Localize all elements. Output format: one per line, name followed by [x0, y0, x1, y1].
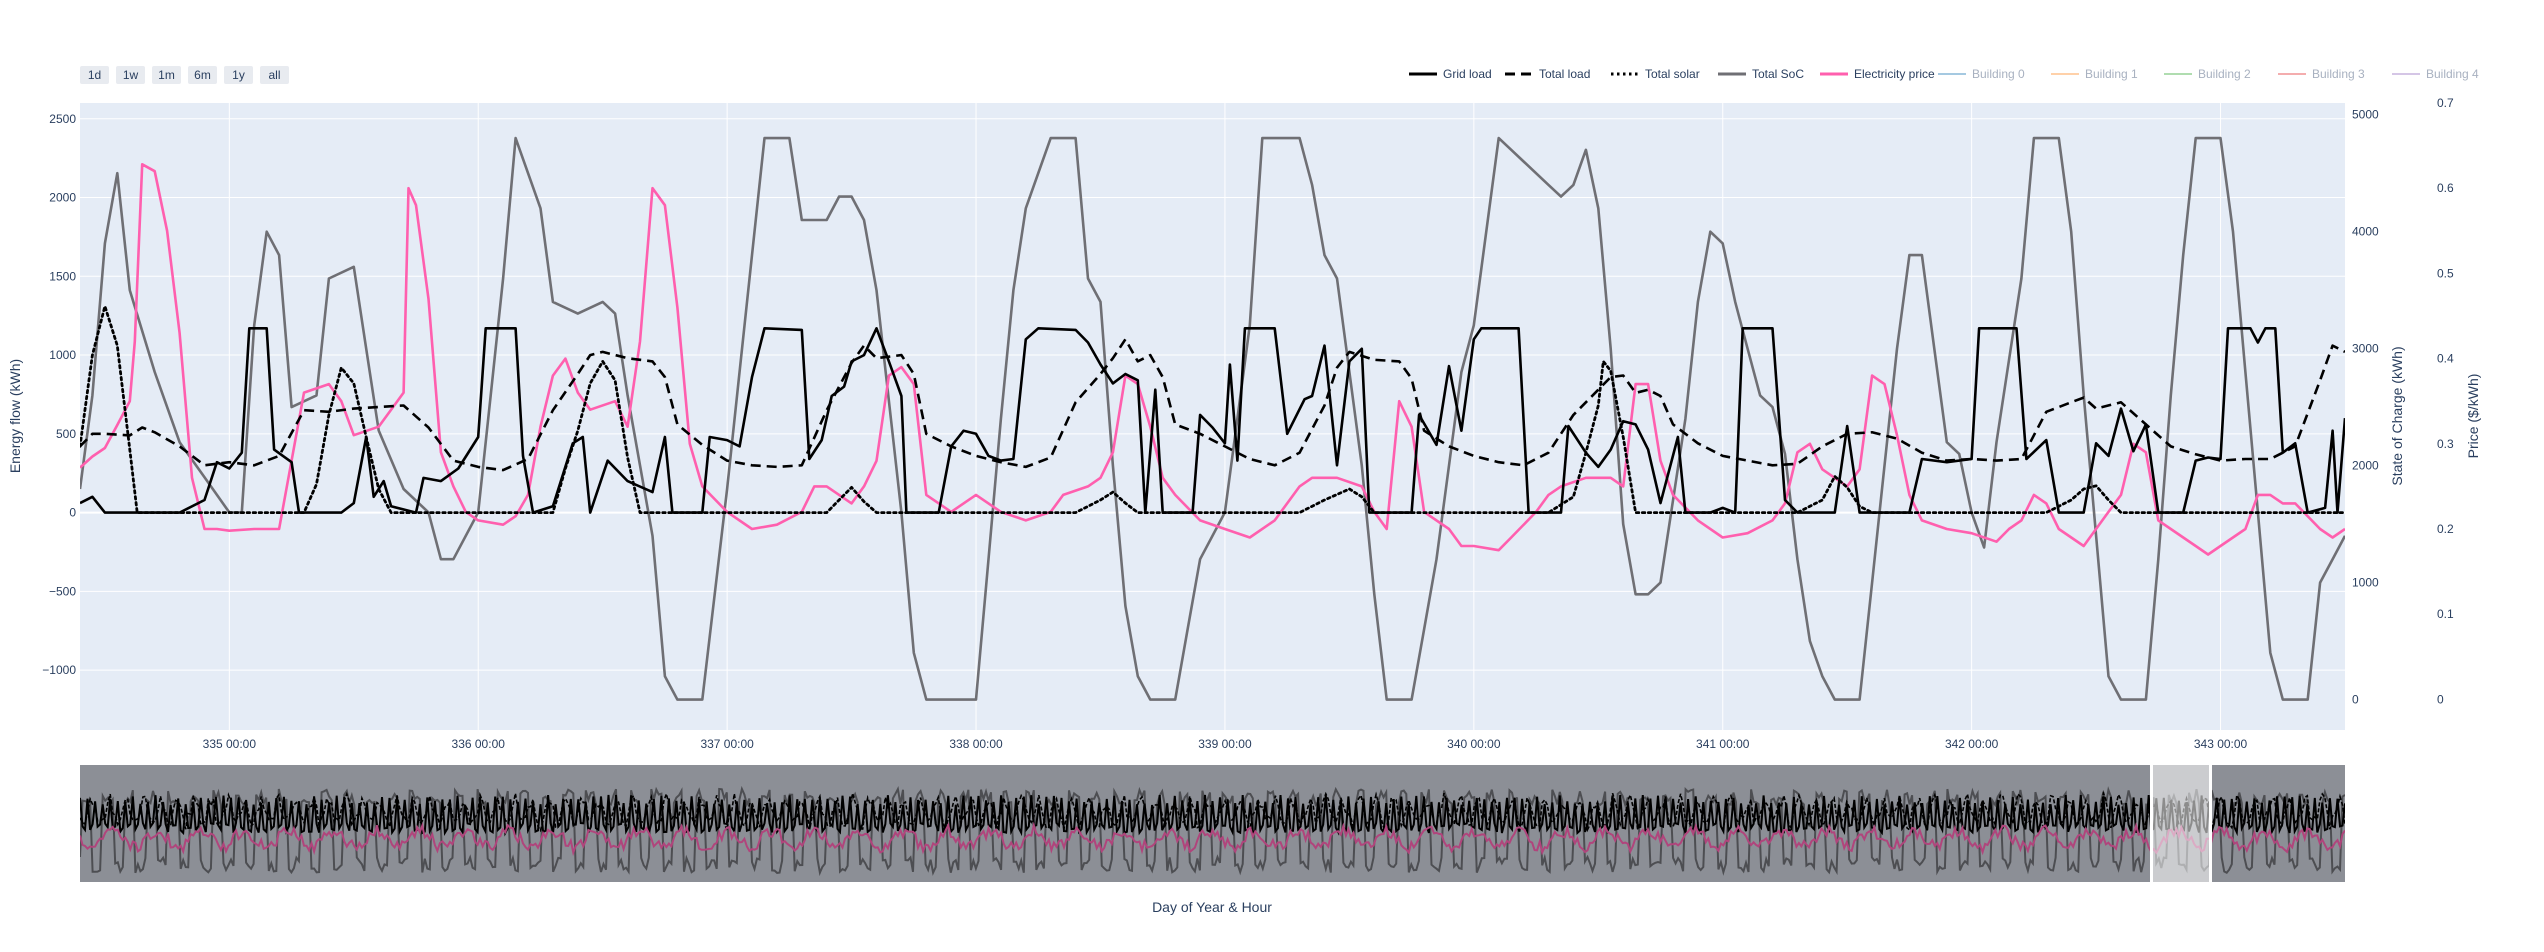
legend-label: Total SoC	[1752, 67, 1804, 81]
series-line-total-solar	[80, 304, 2345, 514]
x-tick-label: 335 00:00	[203, 737, 257, 751]
right-axis-price-ticks: 0.7 0.6 0.5 0.4 0.3 0.2 0.1 0	[2437, 96, 2454, 706]
y-left-tick-label: 2000	[49, 191, 76, 205]
y-right-soc-tick-label: 2000	[2352, 459, 2379, 473]
y-left-tick-label: −500	[49, 584, 76, 598]
legend-item-total-soc[interactable]: Total SoC	[1718, 67, 1804, 81]
x-tick-label: 341 00:00	[1696, 737, 1750, 751]
legend-item-building-0[interactable]: Building 0	[1938, 67, 2025, 81]
legend-item-grid-load[interactable]: Grid load	[1409, 67, 1492, 81]
y-right-price-tick-label: 0.6	[2437, 181, 2454, 195]
y-right-soc-tick-label: 1000	[2352, 576, 2379, 590]
x-tick-label: 340 00:00	[1447, 737, 1501, 751]
legend-label: Building 3	[2312, 67, 2365, 81]
y-right-price-tick-label: 0.5	[2437, 266, 2454, 280]
range-slider[interactable]	[80, 765, 2345, 882]
mini-price-line	[80, 821, 2345, 857]
range-slider-right-handle[interactable]	[2209, 765, 2212, 882]
legend-item-building-4[interactable]: Building 4	[2392, 67, 2479, 81]
y-right-price-tick-label: 0.3	[2437, 437, 2454, 451]
series-layer	[80, 136, 2345, 701]
range-button-label: all	[268, 68, 280, 82]
series-line-grid-load	[80, 326, 2345, 514]
range-button-label: 1y	[232, 68, 245, 82]
y-left-tick-label: 2500	[49, 112, 76, 126]
right-axis-soc-ticks: 5000 4000 3000 2000 1000 0	[2352, 108, 2379, 707]
y-left-tick-label: 0	[69, 506, 76, 520]
y-right-soc-axis-title: State of Charge (kWh)	[2389, 346, 2405, 485]
range-slider-window[interactable]	[2152, 765, 2210, 882]
series-line-total-soc	[80, 136, 2345, 701]
y-left-tick-label: 500	[56, 427, 76, 441]
x-tick-label: 337 00:00	[700, 737, 754, 751]
y-right-price-tick-label: 0.1	[2437, 607, 2454, 621]
x-axis-ticks: 335 00:00 336 00:00 337 00:00 338 00:00 339 …	[203, 737, 2248, 751]
range-button-1w[interactable]: 1w	[116, 66, 145, 84]
mini-grid-line	[80, 794, 2345, 837]
legend-item-electricity-price[interactable]: Electricity price	[1820, 67, 1935, 81]
y-left-tick-label: 1500	[49, 269, 76, 283]
series-line-electricity-price	[80, 163, 2345, 556]
y-right-soc-tick-label: 0	[2352, 693, 2359, 707]
legend-label: Building 1	[2085, 67, 2138, 81]
mini-soc-line	[80, 785, 2345, 877]
range-selector: 1d 1w 1m 6m 1y all	[80, 66, 289, 84]
range-button-1y[interactable]: 1y	[224, 66, 253, 84]
legend-label: Building 4	[2426, 67, 2479, 81]
range-slider-series	[80, 785, 2345, 877]
legend-label: Total load	[1539, 67, 1590, 81]
range-button-1m[interactable]: 1m	[152, 66, 181, 84]
y-right-soc-tick-label: 4000	[2352, 225, 2379, 239]
range-button-6m[interactable]: 6m	[188, 66, 217, 84]
range-button-label: 1m	[158, 68, 175, 82]
range-button-label: 1w	[123, 68, 139, 82]
legend-item-building-3[interactable]: Building 3	[2278, 67, 2365, 81]
x-tick-label: 336 00:00	[452, 737, 506, 751]
legend-label: Electricity price	[1854, 67, 1935, 81]
y-left-axis-title: Energy flow (kWh)	[7, 359, 23, 473]
legend-label: Building 0	[1972, 67, 2025, 81]
range-button-1d[interactable]: 1d	[80, 66, 109, 84]
y-left-tick-label: 1000	[49, 348, 76, 362]
legend-label: Grid load	[1443, 67, 1492, 81]
legend-label: Building 2	[2198, 67, 2251, 81]
y-right-price-tick-label: 0	[2437, 692, 2444, 706]
range-button-all[interactable]: all	[260, 66, 289, 84]
left-axis-ticks: 2500 2000 1500 1000 500 0 −500 −1000	[42, 112, 76, 677]
y-right-price-tick-label: 0.4	[2437, 352, 2454, 366]
legend-item-building-1[interactable]: Building 1	[2051, 67, 2138, 81]
x-tick-label: 339 00:00	[1198, 737, 1252, 751]
legend-label: Total solar	[1645, 67, 1700, 81]
range-button-label: 6m	[194, 68, 211, 82]
series-line-total-load	[80, 337, 2345, 472]
y-right-price-tick-label: 0.2	[2437, 522, 2454, 536]
y-right-soc-tick-label: 3000	[2352, 342, 2379, 356]
range-button-label: 1d	[88, 68, 101, 82]
y-right-price-tick-label: 0.7	[2437, 96, 2454, 110]
range-slider-left-handle[interactable]	[2150, 765, 2153, 882]
x-tick-label: 338 00:00	[949, 737, 1003, 751]
x-axis-title: Day of Year & Hour	[1152, 899, 1272, 915]
y-right-price-axis-title: Price ($/kWh)	[2465, 374, 2481, 459]
y-right-soc-tick-label: 5000	[2352, 108, 2379, 122]
x-tick-label: 343 00:00	[2194, 737, 2248, 751]
legend-item-building-2[interactable]: Building 2	[2164, 67, 2251, 81]
legend: Grid load Total load Total solar Total SoC E…	[1409, 67, 2479, 81]
legend-item-total-load[interactable]: Total load	[1505, 67, 1590, 81]
y-left-tick-label: −1000	[42, 663, 76, 677]
plot-area	[80, 103, 2345, 730]
x-tick-label: 342 00:00	[1945, 737, 1999, 751]
legend-item-total-solar[interactable]: Total solar	[1611, 67, 1700, 81]
